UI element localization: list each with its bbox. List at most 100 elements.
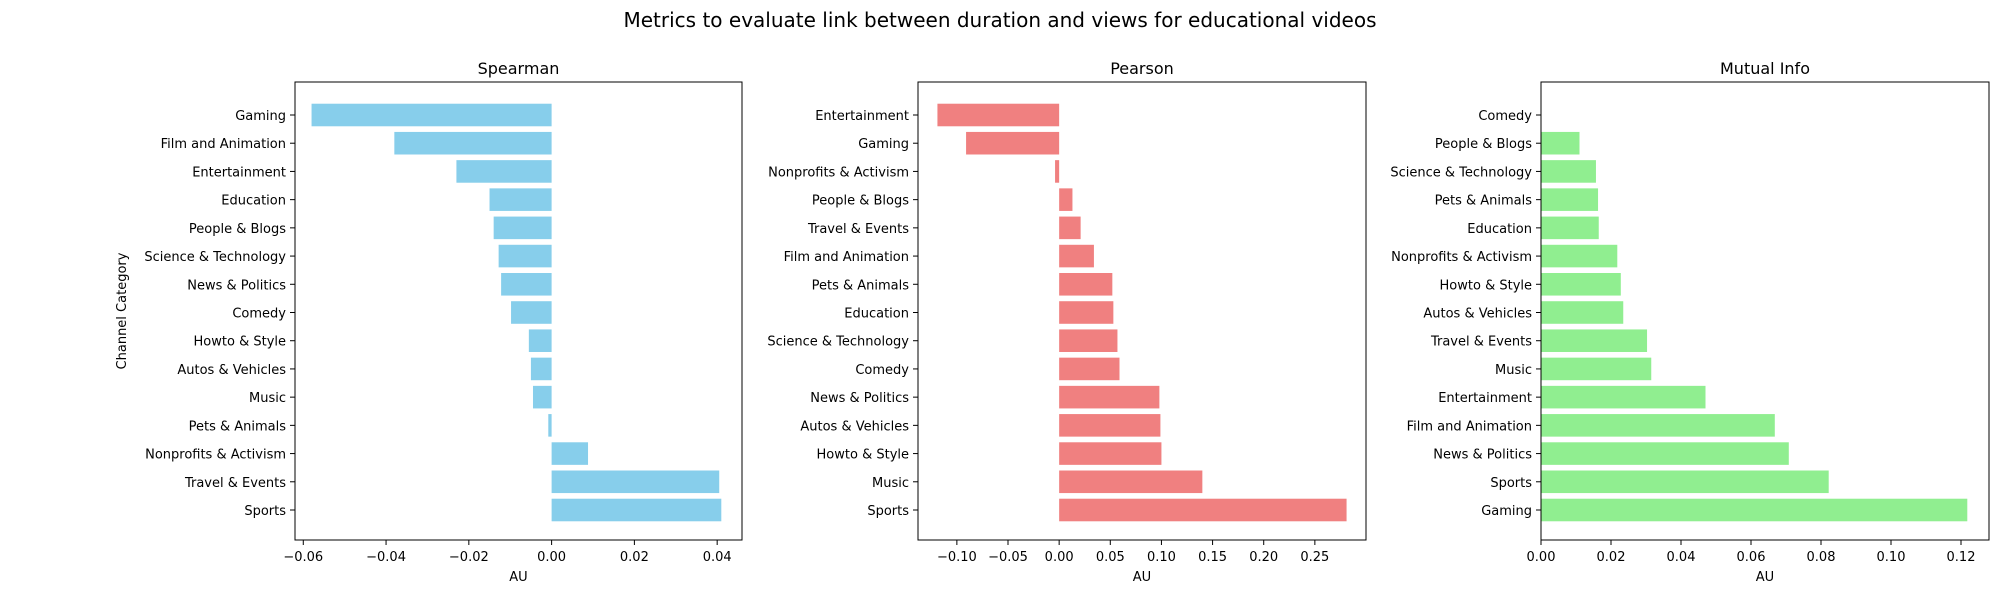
category-label: Comedy [1478, 109, 1532, 124]
bar [394, 131, 552, 155]
category-label: Music [1495, 363, 1532, 378]
x-tick-label: 0.20 [1249, 550, 1278, 565]
x-tick-label: 0.00 [1045, 550, 1074, 565]
bar [1541, 216, 1599, 240]
x-tick-label: −0.06 [283, 550, 323, 565]
category-label: Travel & Events [184, 476, 286, 491]
category-label: Entertainment [1438, 391, 1532, 406]
category-label: Howto & Style [194, 335, 286, 350]
category-label: Education [1467, 222, 1532, 237]
category-label: Pets & Animals [1435, 194, 1533, 209]
category-label: Education [844, 307, 909, 322]
x-tick-label: 0.05 [1096, 550, 1125, 565]
bar [551, 470, 720, 494]
bar [1059, 414, 1161, 437]
figure-title: Metrics to evaluate link between duratio… [624, 8, 1377, 32]
bar [1541, 188, 1599, 211]
category-label: Science & Technology [1390, 165, 1532, 180]
category-label: Film and Animation [784, 250, 909, 265]
bar [1059, 216, 1081, 240]
bar [1059, 470, 1203, 494]
x-tick-label: −0.02 [449, 550, 489, 565]
x-tick-label: 0.15 [1198, 550, 1227, 565]
bar [1059, 329, 1118, 352]
bar [1541, 470, 1829, 494]
category-label: Entertainment [815, 109, 909, 124]
category-label: Autos & Vehicles [177, 363, 286, 378]
chart-panel-3: Comedy People & Blogs Science & Technology… [1390, 59, 1990, 585]
bar [551, 442, 589, 465]
bar [1541, 301, 1624, 324]
category-label: Science & Technology [144, 250, 286, 265]
x-axis-label: AU [1756, 570, 1774, 585]
bar [530, 357, 552, 381]
y-axis-label: Channel Category [115, 252, 130, 369]
bar [548, 414, 552, 437]
bar [528, 329, 552, 352]
bar [489, 188, 552, 211]
panel-title: Pearson [1110, 59, 1174, 78]
category-label: Comedy [855, 363, 909, 378]
x-tick-label: 0.02 [620, 550, 649, 565]
bar [1541, 414, 1775, 437]
category-label: Sports [867, 504, 909, 519]
category-label: Gaming [1481, 504, 1532, 519]
category-label: Education [221, 194, 286, 209]
x-tick-label: 0.02 [1597, 550, 1626, 565]
x-tick-label: 0.12 [1947, 550, 1976, 565]
bar [1541, 160, 1596, 183]
category-label: Nonprofits & Activism [145, 448, 286, 463]
plot-frame [1540, 81, 1990, 541]
bar [1059, 301, 1114, 324]
x-tick-label: 0.00 [1527, 550, 1556, 565]
category-label: Gaming [858, 137, 909, 152]
bar [1059, 498, 1347, 522]
category-label: News & Politics [1433, 448, 1532, 463]
bar [1541, 244, 1618, 268]
x-tick-label: 0.06 [1737, 550, 1766, 565]
category-label: Science & Technology [767, 335, 909, 350]
x-axis-label: AU [509, 570, 527, 585]
x-tick-label: 0.00 [537, 550, 566, 565]
bar [498, 244, 552, 268]
category-label: Sports [1490, 476, 1532, 491]
x-tick-label: −0.04 [366, 550, 406, 565]
bar [1541, 357, 1652, 381]
bar [511, 301, 552, 324]
x-axis-label: AU [1133, 570, 1151, 585]
bar [1055, 160, 1060, 183]
plot-frame [917, 81, 1367, 541]
category-label: People & Blogs [189, 222, 286, 237]
category-label: People & Blogs [1435, 137, 1532, 152]
x-tick-label: 0.10 [1147, 550, 1176, 565]
category-label: People & Blogs [812, 194, 909, 209]
bar [1059, 385, 1160, 409]
category-label: Gaming [235, 109, 286, 124]
bar [456, 160, 552, 183]
category-label: Comedy [232, 307, 286, 322]
panel-title: Mutual Info [1720, 59, 1810, 78]
bar [551, 498, 722, 522]
category-label: Film and Animation [161, 137, 286, 152]
category-label: Music [249, 391, 286, 406]
bar [1541, 273, 1621, 296]
bar [937, 103, 1060, 127]
chart-panel-2: Entertainment Gaming Nonprofits & Activism… [767, 59, 1367, 585]
bar [532, 385, 552, 409]
bar [311, 103, 552, 127]
category-label: Music [872, 476, 909, 491]
category-label: Nonprofits & Activism [768, 165, 909, 180]
x-tick-label: 0.04 [703, 550, 732, 565]
x-tick-label: 0.04 [1667, 550, 1696, 565]
chart-panels: Gaming Film and Animation Entertainment Edu… [115, 59, 1990, 585]
x-tick-label: 0.25 [1300, 550, 1329, 565]
x-tick-label: 0.10 [1877, 550, 1906, 565]
bar [1059, 188, 1073, 211]
x-tick-label: 0.08 [1807, 550, 1836, 565]
category-label: Pets & Animals [812, 278, 910, 293]
bar [1059, 442, 1162, 465]
bar [1059, 357, 1120, 381]
category-label: Howto & Style [1440, 278, 1532, 293]
bar [501, 273, 552, 296]
